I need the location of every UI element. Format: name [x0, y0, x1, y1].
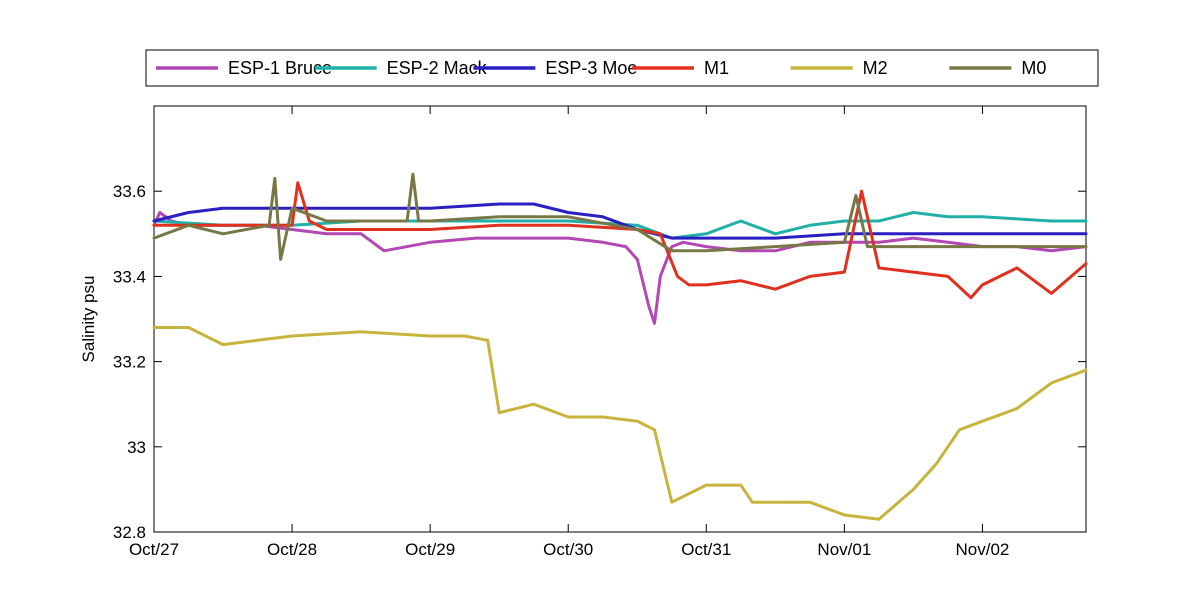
series-line-m2 [152, 326, 1088, 521]
legend-label: M0 [1021, 58, 1046, 78]
x-tick-label: Nov/02 [956, 540, 1010, 559]
legend-label: M1 [704, 58, 729, 78]
legend-label: ESP-3 Moe [545, 58, 637, 78]
legend-label: ESP-2 Mack [387, 58, 488, 78]
x-tick-label: Oct/30 [543, 540, 593, 559]
x-tick-label: Oct/28 [267, 540, 317, 559]
legend: ESP-1 Bruce ESP-2 Mack ESP-3 Moe M1 M2 M0 [145, 49, 1099, 87]
series-line-m1 [152, 181, 1088, 300]
y-axis-title: Salinity psu [79, 276, 98, 363]
x-axis: Oct/27 Oct/28 Oct/29 Oct/30 Oct/31 Nov/01 Nov/… [129, 106, 1009, 559]
legend-label: M2 [863, 58, 888, 78]
y-tick-label: 33.6 [113, 182, 146, 201]
legend-box [145, 49, 1099, 87]
plot-frame [153, 105, 1087, 533]
series-layer [152, 172, 1088, 521]
plot-area [152, 105, 1088, 533]
y-tick-label: 32.8 [113, 523, 146, 542]
x-tick-label: Oct/29 [405, 540, 455, 559]
y-tick-label: 33.2 [113, 353, 146, 372]
series-line-m0 [152, 172, 1088, 261]
series-line-esp-1-bruce [152, 211, 1088, 325]
x-tick-label: Oct/31 [681, 540, 731, 559]
legend-label: ESP-1 Bruce [228, 58, 332, 78]
y-tick-label: 33 [127, 438, 146, 457]
x-tick-label: Nov/01 [817, 540, 871, 559]
y-axis: 32.8 33 33.2 33.4 33.6 [113, 182, 1086, 542]
x-tick-label: Oct/27 [129, 540, 179, 559]
y-tick-label: 33.4 [113, 267, 146, 286]
